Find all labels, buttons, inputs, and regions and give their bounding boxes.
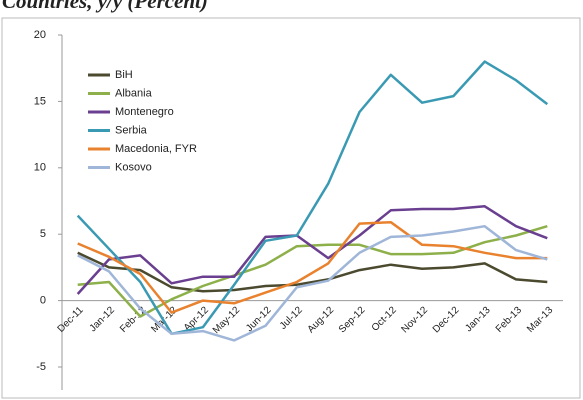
- chart-frame: [1, 17, 581, 399]
- series-line: [76, 60, 549, 336]
- series-line: [77, 224, 548, 342]
- legend-label: Albania: [115, 87, 153, 99]
- y-tick-label: 20: [34, 29, 46, 41]
- series-line: [77, 220, 548, 314]
- series-line: [76, 205, 548, 295]
- legend-label: Macedonia, FYR: [115, 143, 197, 155]
- y-tick-label: -5: [36, 361, 46, 373]
- legend-label: Kosovo: [115, 161, 152, 173]
- y-tick-label: 10: [34, 162, 46, 174]
- legend-label: Serbia: [115, 124, 148, 136]
- y-tick-label: 5: [40, 228, 46, 240]
- y-tick-label: 15: [34, 95, 46, 107]
- legend-label: BiH: [115, 69, 133, 81]
- legend-label: Montenegro: [115, 106, 174, 118]
- chart-title: Countries, y/y (Percent): [2, 0, 208, 13]
- series-line: [77, 251, 548, 293]
- y-tick-label: 0: [40, 295, 46, 307]
